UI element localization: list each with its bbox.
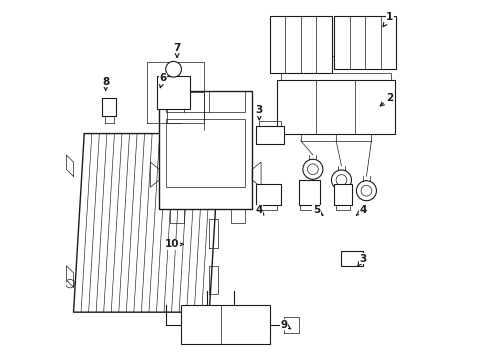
Bar	[270, 16, 332, 73]
Bar	[298, 180, 320, 205]
Bar	[159, 91, 252, 208]
Bar	[167, 91, 245, 112]
Text: 6: 6	[159, 73, 167, 88]
Circle shape	[356, 181, 376, 201]
Bar	[256, 126, 284, 144]
Text: 8: 8	[102, 77, 109, 90]
Circle shape	[166, 62, 181, 77]
Text: 3: 3	[358, 253, 367, 266]
Bar	[300, 205, 318, 210]
Text: 2: 2	[380, 93, 393, 106]
Circle shape	[361, 185, 372, 196]
Circle shape	[308, 164, 318, 175]
Bar	[181, 305, 270, 344]
Text: 7: 7	[173, 43, 181, 57]
Text: 4: 4	[256, 205, 264, 215]
Text: 10: 10	[165, 239, 183, 249]
Bar	[259, 205, 277, 210]
Bar	[157, 76, 190, 109]
Text: 4: 4	[356, 205, 367, 215]
Circle shape	[303, 159, 323, 179]
Bar	[281, 73, 392, 80]
Circle shape	[336, 175, 347, 185]
Bar	[334, 184, 352, 205]
Text: 1: 1	[383, 13, 393, 27]
Circle shape	[331, 170, 351, 190]
Bar	[334, 16, 396, 69]
Text: 3: 3	[256, 105, 263, 120]
Bar	[259, 121, 281, 126]
Text: 5: 5	[313, 205, 323, 215]
Bar	[342, 251, 363, 266]
Bar	[277, 80, 395, 134]
Bar	[256, 184, 281, 205]
Bar	[336, 205, 350, 210]
Bar	[167, 119, 245, 187]
Text: 9: 9	[281, 320, 291, 330]
